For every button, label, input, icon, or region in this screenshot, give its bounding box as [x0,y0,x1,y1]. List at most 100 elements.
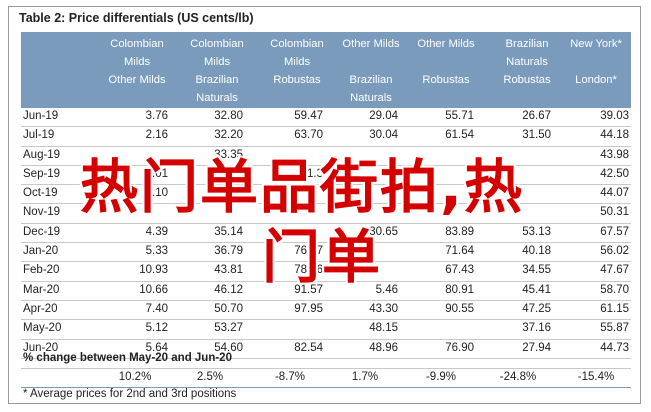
row-value: 55.71 [445,110,474,122]
row-value: 47.67 [600,264,629,277]
pct-change-value: 1.7% [351,371,379,383]
row-value: 7.40 [145,302,168,315]
table-row: Aug-19 33.35 43.98 [21,147,631,166]
pct-change-value: -8.7% [274,371,306,383]
row-value: 61.3 [300,167,323,180]
row-value: 71.64 [445,245,474,258]
row-value: 97.95 [294,302,323,315]
row-value: 32.20 [214,129,243,142]
row-value: 58.70 [600,283,629,296]
table-row: Nov-19 50.31 [21,204,631,224]
row-value: 3.01 [145,167,168,180]
row-value: 10.66 [139,283,168,296]
row-value: 80.91 [445,283,474,296]
row-value: 37.16 [522,322,551,335]
row-value: 43.81 [214,264,243,277]
row-value: 83.89 [445,225,474,238]
col-header-1: Colombian Milds Other Milds [108,38,166,86]
row-value: 50.31 [600,206,629,219]
row-value: 5.33 [145,245,168,258]
row-value: 36.79 [214,245,243,258]
table-title: Table 2: Price differentials (US cents/l… [19,11,254,25]
row-month: Aug-19 [23,148,61,161]
table-row: Jul-19 2.16 32.20 63.70 30.04 61.54 31.50 44.18 [21,127,631,147]
table-row: Sep-19 3.01 61.3 42.50 [21,166,631,186]
row-month: Jul-19 [23,129,55,142]
row-value: 26.67 [522,110,551,122]
row-value: 10.93 [139,264,168,277]
row-value: 31.50 [522,129,551,142]
pct-change-row: 10.2% 2.5% -8.7% 1.7% -9.9% -24.8% -15.4% [21,369,631,388]
table-row: Jan-20 5.33 36.79 76.97 71.64 40.18 56.02 [21,243,631,263]
row-value: 67.57 [600,225,629,238]
row-value: 63.70 [294,129,323,142]
row-value: 59.47 [294,110,323,122]
table-row: May-20 5.12 53.27 48.15 37.16 55.87 [21,320,631,340]
row-value: 29.04 [369,110,398,122]
row-value: 5.46 [375,283,398,296]
row-value: 47.25 [522,302,551,315]
row-value: 3.76 [145,110,168,122]
row-month: Apr-20 [23,302,58,315]
table-row: Apr-20 7.40 50.70 97.95 43.30 90.55 47.25 61.15 [21,301,631,321]
pct-change-value: -9.9% [425,371,457,383]
row-month: Dec-19 [23,225,61,238]
col-header-6: Brazilian Naturals Robustas [503,38,551,86]
row-value: 90.55 [445,302,474,315]
footnote: * Average prices for 2nd and 3rd positio… [23,388,237,400]
table-row: Jun-20 5.64 54.60 82.54 48.96 76.90 27.94 44.73 [21,340,631,359]
col-header-5: Other Milds Robustas [417,38,475,86]
row-value: 35.14 [214,225,243,238]
row-value: 42.50 [600,167,629,180]
pct-change-label-row: % change between May-20 and Jun-20 [21,349,631,369]
row-value: 82.54 [294,341,323,354]
row-value: 46.12 [214,283,243,296]
row-value: 43.98 [600,148,629,161]
row-month: May-20 [23,322,62,335]
watermark-line-1: 热门单品街拍,热 [80,153,525,221]
col-header-3: Colombian Milds Robustas [270,38,324,86]
pct-change-value: 2.5% [196,371,224,383]
pct-change-value: -15.4% [577,371,615,383]
row-value: 2.16 [145,129,168,142]
row-value: 34.55 [522,264,551,277]
row-value: 67.43 [445,264,474,277]
row-value: 44.07 [600,187,629,200]
table-row: Dec-19 4.39 35.14 30.65 83.89 53.13 67.57 [21,224,631,244]
pct-change-label: % change between May-20 and Jun-20 [23,352,232,364]
row-value: 53.27 [214,322,243,335]
row-month: Nov-19 [23,206,61,219]
row-value: 44.18 [600,129,629,142]
row-value: 32.80 [214,110,243,122]
row-value: 30.65 [369,225,398,238]
table-body: Jun-19 3.76 32.80 59.47 29.04 55.71 26.67 39.03… [21,108,631,359]
row-value: 30.04 [369,129,398,142]
row-month: Jan-20 [23,245,59,258]
row-value: 50.70 [214,302,243,315]
row-value: 91.57 [294,283,323,296]
row-value: 76.97 [294,245,323,258]
table-frame: Table 2: Price differentials (US cents/l… [8,6,641,404]
row-value: 5.64 [145,341,168,354]
row-value: 53.13 [522,225,551,238]
col-header-7: New York* London* [570,38,622,86]
row-value: 33.35 [214,148,243,161]
table-row: Jun-19 3.76 32.80 59.47 29.04 55.71 26.67 39.03 [21,108,631,128]
row-value: 61.54 [445,129,474,142]
col-header-4: Other Milds Brazilian Naturals [342,38,400,104]
row-value: 4.39 [145,225,168,238]
table-header: Colombian Milds Other Milds Colombian Mild… [21,32,631,108]
row-value: 43.30 [369,302,398,315]
row-value: 27.94 [522,341,551,354]
row-value: 5.12 [145,322,168,335]
row-value: 61.15 [600,302,629,315]
table-row: Feb-20 10.93 43.81 78.36 67.43 34.55 47.67 [21,262,631,282]
watermark-line-2: 门单 [262,223,383,291]
table-row: Mar-20 10.66 46.12 91.57 5.46 80.91 45.41 58.70 [21,282,631,301]
row-value: 5.10 [145,187,168,200]
row-value: 54.60 [214,341,243,354]
row-month: Jun-20 [23,341,59,354]
row-month: Feb-20 [23,264,60,277]
row-month: Sep-19 [23,167,61,180]
row-value: 44.73 [600,341,629,354]
